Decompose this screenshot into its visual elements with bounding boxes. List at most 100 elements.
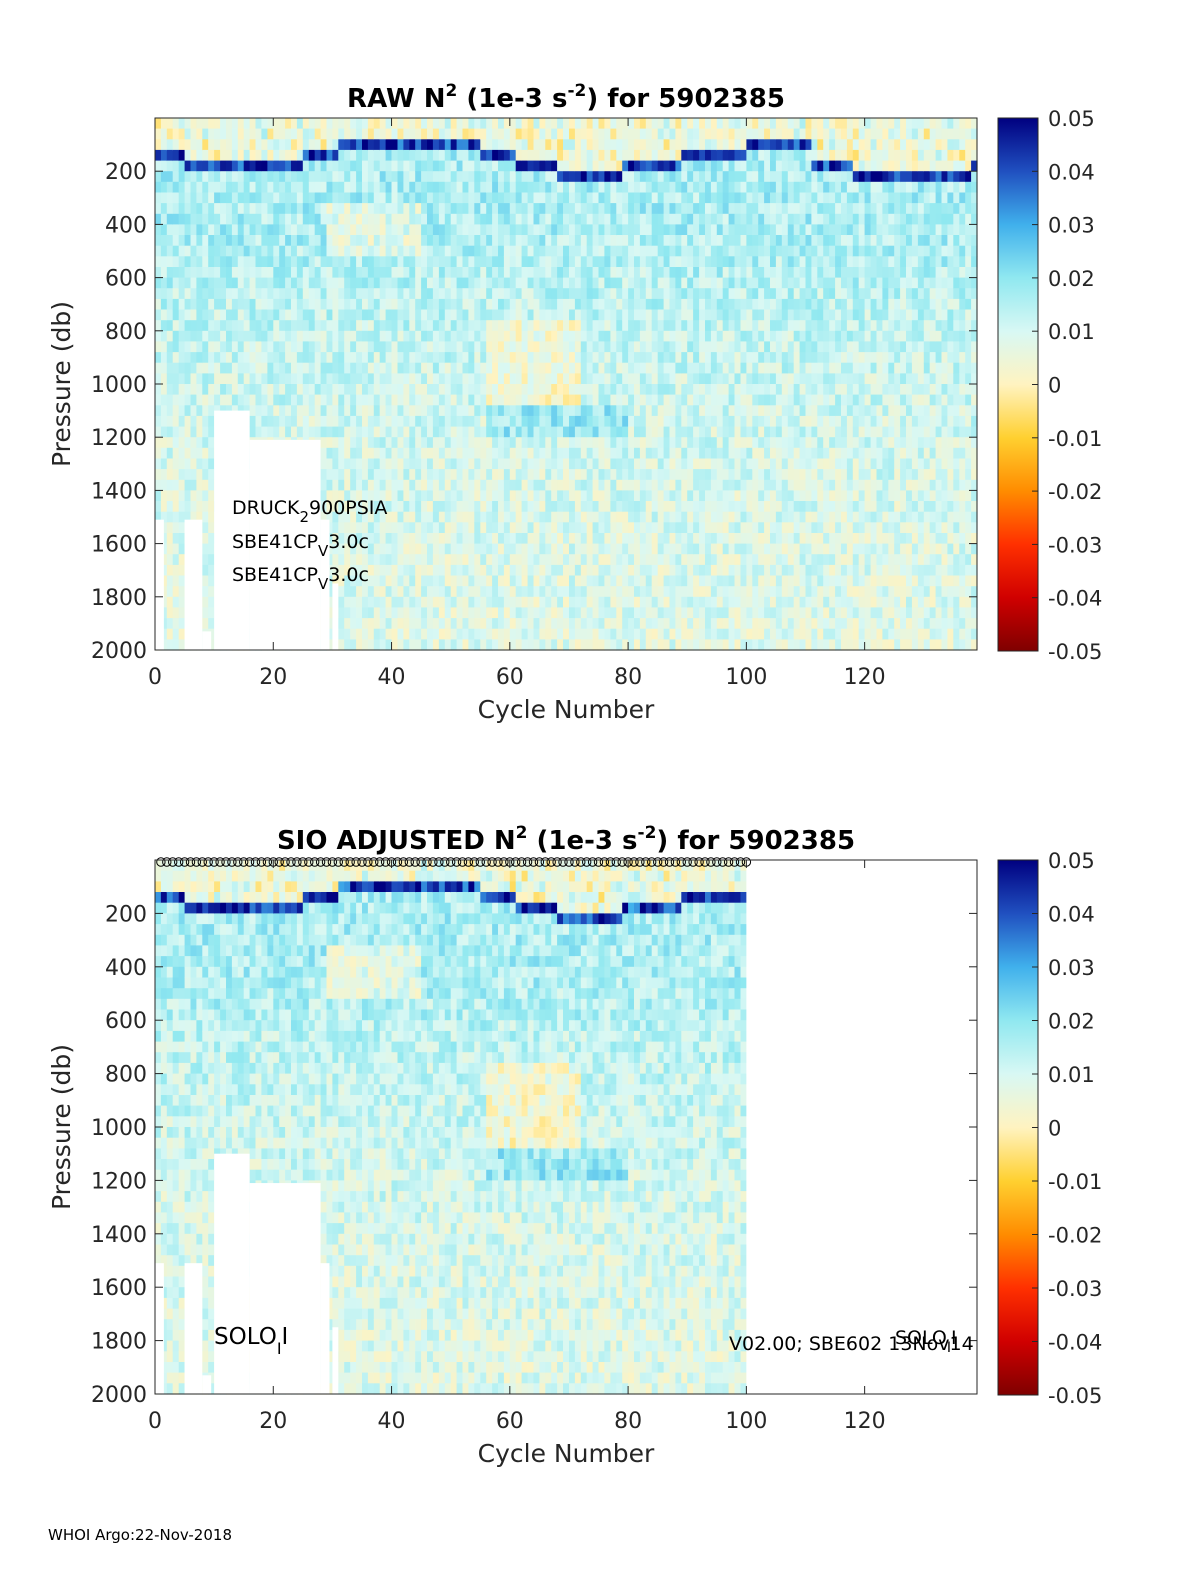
heatmap-cell — [580, 628, 588, 640]
heatmap-cell — [231, 160, 239, 172]
heatmap-cell — [722, 479, 730, 491]
heatmap-cell — [657, 298, 665, 311]
heatmap-cell — [220, 309, 227, 321]
heatmap-cell — [373, 511, 381, 523]
heatmap-cell — [379, 235, 387, 247]
heatmap-cell — [302, 256, 310, 268]
heatmap-cell — [639, 160, 647, 172]
heatmap-cell — [539, 192, 546, 204]
heatmap-cell — [699, 607, 706, 619]
heatmap-cell — [480, 149, 487, 162]
heatmap-cell — [160, 533, 168, 545]
heatmap-cell — [220, 139, 227, 151]
heatmap-cell — [592, 405, 600, 417]
heatmap-cell — [580, 267, 588, 279]
heatmap-cell — [651, 330, 659, 342]
heatmap-cell — [314, 384, 322, 396]
heatmap-cell — [427, 139, 434, 151]
heatmap-cell — [699, 511, 706, 523]
heatmap-cell — [409, 533, 416, 545]
heatmap-cell — [657, 415, 665, 428]
heatmap-cell — [160, 320, 168, 332]
heatmap-cell — [657, 501, 665, 513]
heatmap-cell — [598, 405, 605, 417]
heatmap-cell — [687, 256, 694, 268]
heatmap-cell — [409, 288, 416, 300]
heatmap-cell — [728, 575, 736, 587]
heatmap-cell — [243, 320, 251, 332]
heatmap-cell — [302, 139, 310, 151]
heatmap-cell — [551, 447, 558, 459]
heatmap-cell — [160, 628, 168, 640]
heatmap-cell — [231, 394, 239, 406]
heatmap-cell — [178, 352, 186, 364]
heatmap-cell — [356, 384, 363, 396]
heatmap-cell — [409, 267, 416, 279]
heatmap-cell — [397, 543, 404, 555]
heatmap-cell — [527, 288, 535, 300]
heatmap-cell — [663, 320, 671, 332]
heatmap-cell — [740, 267, 747, 279]
heatmap-cell — [657, 511, 665, 523]
heatmap-cell — [486, 501, 493, 513]
heatmap-cell — [699, 118, 706, 130]
heatmap-cell — [616, 639, 623, 651]
heatmap-cell — [687, 479, 694, 491]
heatmap-cell — [421, 596, 428, 608]
heatmap-cell — [308, 149, 316, 162]
heatmap-cell — [208, 139, 215, 151]
heatmap-cell — [456, 639, 464, 651]
heatmap-cell — [557, 171, 564, 183]
heatmap-cell — [462, 352, 469, 364]
heatmap-cell — [379, 469, 387, 481]
heatmap-cell — [231, 149, 239, 162]
heatmap-cell — [705, 128, 712, 140]
heatmap-cell — [450, 564, 458, 577]
heatmap-cell — [379, 596, 387, 608]
heatmap-cell — [616, 213, 623, 225]
heatmap-cell — [474, 203, 481, 215]
heatmap-cell — [486, 277, 493, 289]
heatmap-cell — [539, 628, 546, 640]
heatmap-cell — [367, 458, 375, 470]
heatmap-cell — [302, 362, 310, 374]
heatmap-cell — [592, 437, 600, 449]
heatmap-cell — [291, 235, 298, 247]
heatmap-cell — [509, 554, 517, 566]
heatmap-cell — [391, 277, 398, 289]
heatmap-cell — [444, 330, 452, 342]
heatmap-cell — [521, 405, 529, 417]
heatmap-cell — [344, 533, 351, 545]
heatmap-cell — [302, 171, 310, 183]
heatmap-cell — [645, 437, 653, 449]
heatmap-cell — [397, 490, 404, 502]
heatmap-cell — [515, 437, 523, 449]
heatmap-cell — [415, 288, 422, 300]
heatmap-cell — [616, 415, 623, 428]
heatmap-cell — [687, 203, 694, 215]
heatmap-cell — [273, 330, 280, 342]
heatmap-cell — [273, 362, 280, 374]
heatmap-cell — [320, 213, 328, 225]
heatmap-cell — [208, 639, 215, 651]
heatmap-cell — [385, 575, 393, 587]
heatmap-cell — [474, 256, 481, 268]
heatmap-cell — [503, 596, 511, 608]
heatmap-cell — [557, 511, 564, 523]
heatmap-cell — [427, 384, 434, 396]
heatmap-cell — [314, 118, 322, 130]
heatmap-cell — [687, 267, 694, 279]
heatmap-cell — [385, 447, 393, 459]
heatmap-cell — [722, 596, 730, 608]
heatmap-cell — [521, 245, 529, 257]
heatmap-cell — [421, 224, 428, 236]
heatmap-cell — [444, 235, 452, 247]
heatmap-cell — [261, 330, 268, 342]
heatmap-cell — [663, 171, 671, 183]
heatmap-cell — [734, 160, 741, 172]
heatmap-cell — [468, 213, 475, 225]
heatmap-cell — [503, 415, 511, 428]
heatmap-cell — [391, 479, 398, 491]
heatmap-cell — [521, 522, 529, 534]
heatmap-cell — [320, 479, 328, 491]
